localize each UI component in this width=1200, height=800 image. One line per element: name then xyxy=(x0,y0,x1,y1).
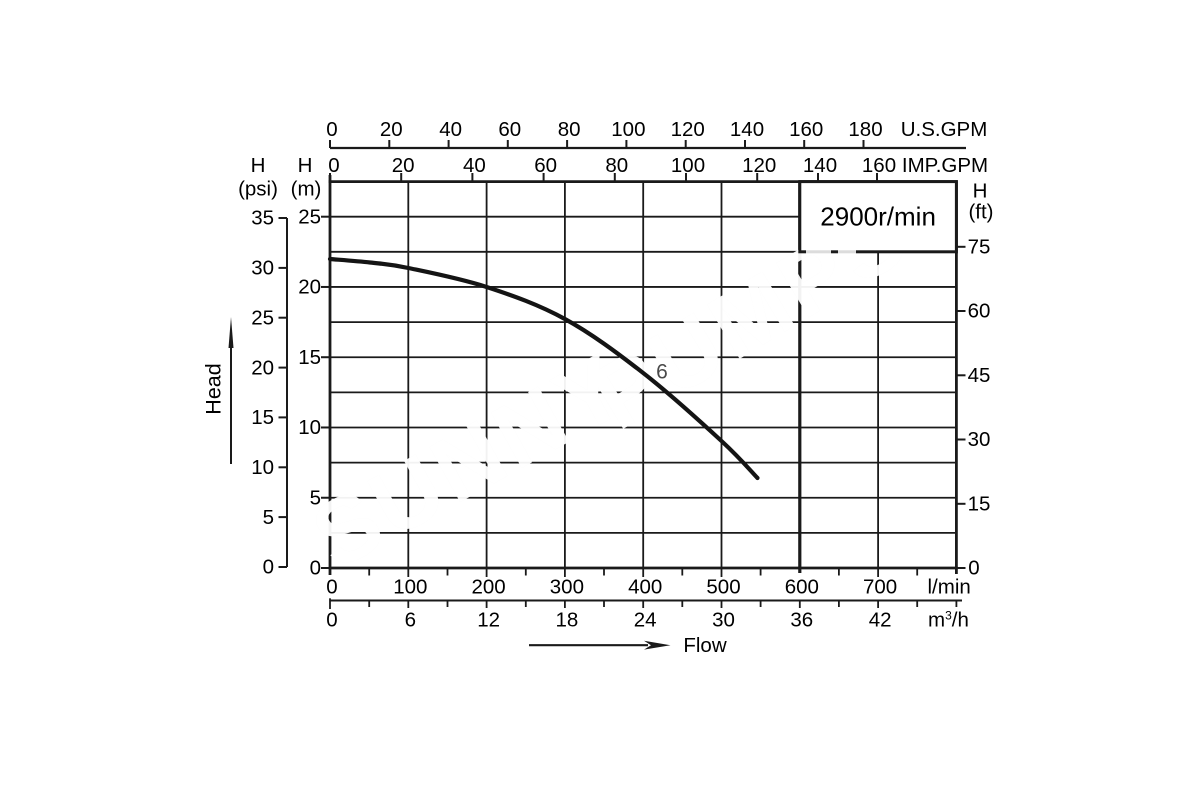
svg-text:120: 120 xyxy=(742,154,776,177)
svg-text:40: 40 xyxy=(463,154,486,177)
svg-text:0: 0 xyxy=(310,557,321,580)
svg-text:100: 100 xyxy=(611,118,645,141)
svg-text:5: 5 xyxy=(310,486,321,509)
svg-text:0: 0 xyxy=(326,118,337,141)
svg-text:500: 500 xyxy=(706,576,740,599)
svg-text:0: 0 xyxy=(263,556,274,579)
svg-text:35: 35 xyxy=(251,207,274,230)
svg-text:75: 75 xyxy=(968,236,991,259)
svg-text:H: H xyxy=(973,180,988,203)
svg-text:Flow: Flow xyxy=(683,634,726,657)
svg-text:180: 180 xyxy=(848,118,882,141)
svg-text:5: 5 xyxy=(263,506,274,529)
svg-text:20: 20 xyxy=(251,356,274,379)
svg-text:l/min: l/min xyxy=(928,576,971,599)
svg-text:30: 30 xyxy=(251,257,274,280)
svg-text:(psi): (psi) xyxy=(238,178,278,201)
svg-text:18: 18 xyxy=(555,609,578,632)
svg-text:6: 6 xyxy=(405,609,416,632)
svg-text:80: 80 xyxy=(558,118,581,141)
svg-text:(m): (m) xyxy=(291,178,322,201)
svg-text:400: 400 xyxy=(628,576,662,599)
svg-text:700: 700 xyxy=(863,576,897,599)
svg-text:140: 140 xyxy=(803,154,837,177)
svg-text:120: 120 xyxy=(671,118,705,141)
svg-text:25: 25 xyxy=(251,306,274,329)
svg-text:12: 12 xyxy=(477,609,500,632)
svg-text:0: 0 xyxy=(328,154,339,177)
svg-text:20: 20 xyxy=(380,118,403,141)
svg-text:42: 42 xyxy=(869,609,892,632)
svg-text:25: 25 xyxy=(298,205,321,228)
svg-text:24: 24 xyxy=(634,609,657,632)
svg-text:100: 100 xyxy=(671,154,705,177)
svg-text:600: 600 xyxy=(785,576,819,599)
svg-text:H: H xyxy=(298,154,313,177)
svg-text:140: 140 xyxy=(730,118,764,141)
svg-text:80: 80 xyxy=(605,154,628,177)
svg-text:0: 0 xyxy=(326,609,337,632)
svg-text:U.S.GPM: U.S.GPM xyxy=(901,118,988,141)
svg-text:36: 36 xyxy=(790,609,813,632)
svg-text:30: 30 xyxy=(968,428,991,451)
svg-text:Head: Head xyxy=(202,363,226,414)
svg-text:40: 40 xyxy=(439,118,462,141)
svg-text:m3/h: m3/h xyxy=(928,609,969,632)
svg-text:60: 60 xyxy=(534,154,557,177)
svg-text:IMP.GPM: IMP.GPM xyxy=(902,154,988,177)
svg-text:0: 0 xyxy=(968,557,979,580)
svg-text:30: 30 xyxy=(712,609,735,632)
svg-text:160: 160 xyxy=(789,118,823,141)
svg-text:300: 300 xyxy=(550,576,584,599)
svg-text:6: 6 xyxy=(656,361,668,384)
svg-text:15: 15 xyxy=(298,346,321,369)
svg-text:160: 160 xyxy=(862,154,896,177)
svg-text:10: 10 xyxy=(298,416,321,439)
svg-text:2900r/min: 2900r/min xyxy=(820,202,936,232)
svg-text:20: 20 xyxy=(298,276,321,299)
svg-text:(ft): (ft) xyxy=(968,201,993,224)
svg-text:15: 15 xyxy=(968,493,991,516)
svg-text:45: 45 xyxy=(968,364,991,387)
svg-text:H: H xyxy=(251,154,266,177)
svg-text:100: 100 xyxy=(393,576,427,599)
svg-text:20: 20 xyxy=(392,154,415,177)
svg-text:200: 200 xyxy=(471,576,505,599)
svg-text:15: 15 xyxy=(251,406,274,429)
svg-text:0: 0 xyxy=(326,576,337,599)
svg-text:10: 10 xyxy=(251,456,274,479)
svg-text:60: 60 xyxy=(968,300,991,323)
svg-text:60: 60 xyxy=(498,118,521,141)
